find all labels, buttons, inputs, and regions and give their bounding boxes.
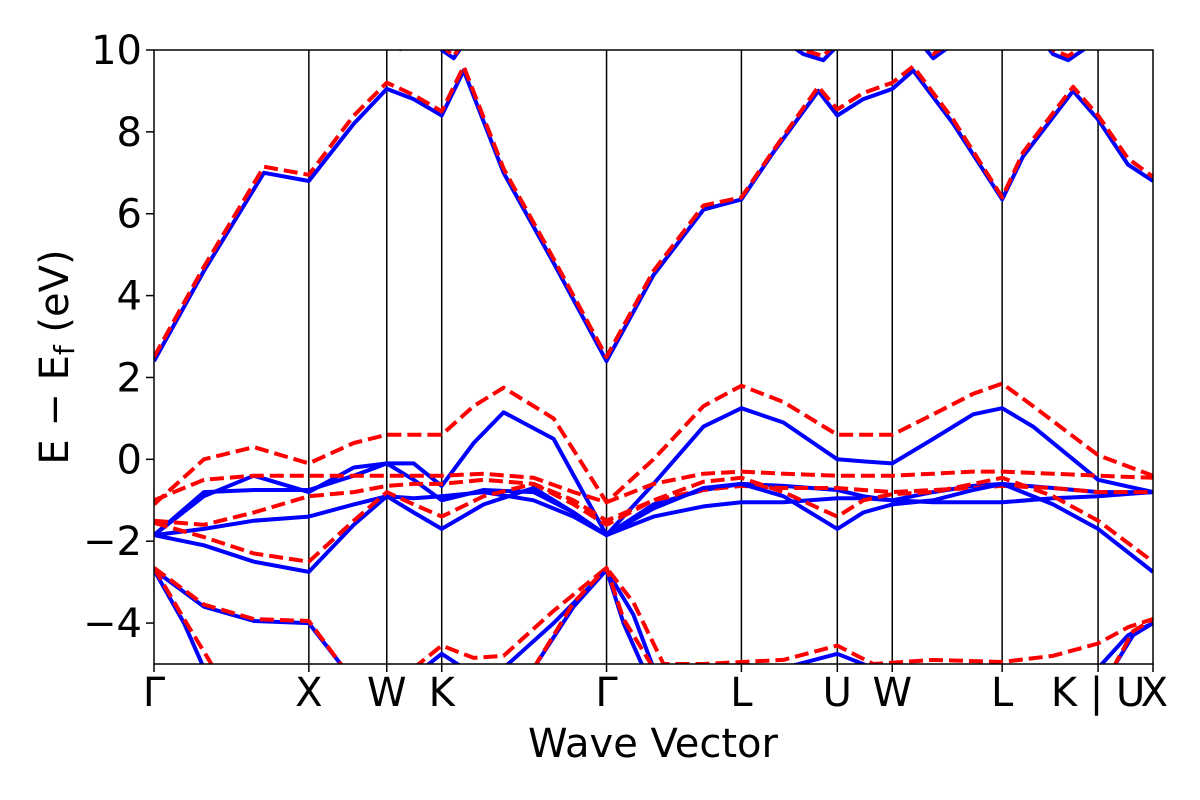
x-tick-label: K [429, 670, 457, 716]
y-tick-label: 10 [91, 28, 142, 74]
plot-frame [153, 49, 1154, 665]
y-tick-label: 6 [117, 192, 142, 238]
x-tick-label: K | U [1051, 670, 1145, 716]
x-tick-label: L [991, 670, 1014, 716]
band-dashed-25 [533, 565, 654, 664]
band-solid-16 [154, 481, 1153, 574]
band-dashed-3 [398, 50, 461, 59]
band-solid-8 [923, 50, 949, 61]
x-tick-label: W [367, 670, 407, 716]
band-dashed-23 [415, 565, 1153, 664]
band-dashed-1 [154, 64, 1153, 359]
band-dashed-5 [799, 50, 833, 59]
high-symmetry-lines [308, 50, 1099, 664]
band-dashed-27 [1112, 617, 1153, 664]
x-tick-label: Γ [595, 670, 618, 716]
x-tick-label: W [872, 670, 912, 716]
y-tick-label: −2 [83, 519, 142, 565]
x-tick-label: U [823, 670, 852, 716]
y-axis-label-main: E − E [32, 355, 78, 465]
band-dashed-11 [154, 381, 1153, 506]
y-tick-label: −4 [83, 601, 142, 647]
band-dashed-9 [926, 50, 944, 57]
band-solid-2 [398, 50, 462, 61]
x-tick-label: X [1141, 670, 1168, 716]
band-dashed-15 [154, 477, 1153, 527]
band-lines [154, 50, 1153, 664]
y-axis-label: E − Ef (eV) [32, 249, 81, 464]
y-tick-label: 8 [117, 110, 142, 156]
x-tick-label: Γ [143, 670, 166, 716]
band-dashed-13 [154, 469, 1153, 505]
y-axis-label-unit: (eV) [32, 249, 78, 345]
y-axis-label-subscript: f [48, 344, 81, 355]
band-dashed-19 [154, 566, 344, 664]
band-dashed-7 [1050, 50, 1081, 59]
x-tick-label: X [295, 670, 322, 716]
y-axis-ticks: −4 −2 0 2 4 6 8 10 [83, 28, 154, 647]
x-axis-label: Wave Vector [528, 721, 779, 767]
x-tick-label: L [730, 670, 753, 716]
y-tick-label: 4 [117, 274, 142, 320]
band-solid-0 [154, 68, 1153, 364]
band-dashed-17 [154, 475, 1153, 564]
y-tick-label: 2 [117, 355, 142, 401]
y-tick-label: 0 [117, 437, 142, 483]
band-solid-6 [1047, 50, 1086, 63]
band-solid-14 [154, 490, 1153, 538]
